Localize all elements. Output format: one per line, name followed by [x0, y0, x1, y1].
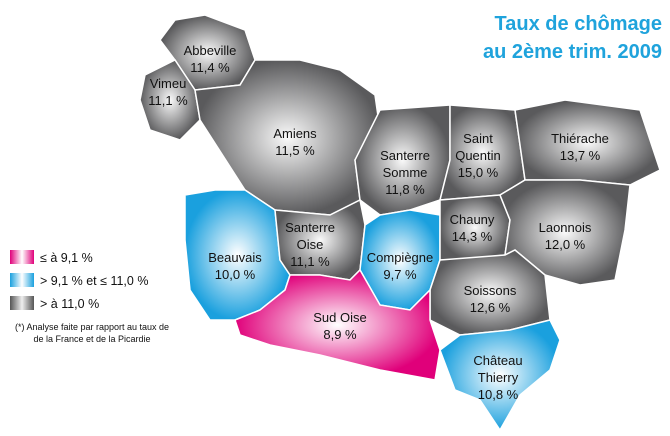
region-name: Château	[473, 353, 522, 368]
region-name: Saint	[463, 131, 493, 146]
region	[499, 179, 631, 286]
legend-swatch	[10, 273, 34, 287]
region-name: Santerre	[285, 220, 335, 235]
legend-label: ≤ à 9,1 %	[40, 251, 93, 265]
region-name: Quentin	[455, 148, 501, 163]
legend-label: > 9,1 % et ≤ 11,0 %	[40, 274, 148, 288]
title-line: au 2ème trim. 2009	[483, 41, 662, 63]
legend-swatch	[10, 250, 34, 264]
region-rate: 15,0 %	[458, 165, 499, 180]
region-name: Laonnois	[539, 220, 592, 235]
regions	[139, 14, 661, 432]
region-name: Thierry	[478, 370, 519, 385]
note: de la France et de la Picardie	[33, 334, 150, 344]
region	[439, 194, 511, 261]
region-rate: 8,9 %	[323, 327, 357, 342]
title-line: Taux de chômage	[495, 13, 662, 35]
region-name: Santerre	[380, 148, 430, 163]
region-name: Thiérache	[551, 131, 609, 146]
region-rate: 11,1 %	[290, 254, 330, 269]
region-name: Vimeu	[150, 76, 187, 91]
labels: Abbeville 11,4 %Vimeu 11,1 % Amiens 11,5 % Sa…	[148, 43, 609, 402]
region	[234, 268, 441, 381]
region-name: Abbeville	[184, 43, 237, 58]
region-name: Oise	[297, 237, 324, 252]
region-rate: 11,5 %	[275, 143, 315, 158]
region-name: Compiègne	[367, 250, 434, 265]
region-rate: 14,3 %	[452, 229, 493, 244]
legend-label: > à 11,0 %	[40, 297, 99, 311]
region-rate: 9,7 %	[383, 267, 417, 282]
region-name: Amiens	[273, 126, 317, 141]
note: (*) Analyse faite par rapport au taux de	[15, 322, 169, 332]
region-name: Sud Oise	[313, 310, 366, 325]
region	[439, 319, 561, 432]
region-name: Chauny	[450, 212, 495, 227]
region-name: Soissons	[464, 283, 517, 298]
legend-swatch	[10, 296, 34, 310]
region-rate: 10,0 %	[215, 267, 256, 282]
region-rate: 12,6 %	[470, 300, 511, 315]
region-rate: 10,8 %	[478, 387, 519, 402]
region-rate: 12,0 %	[545, 237, 586, 252]
region-rate: 11,1 %	[148, 93, 188, 108]
region-rate: 11,8 %	[385, 182, 425, 197]
region-name: Somme	[383, 165, 428, 180]
region-rate: 11,4 %	[190, 60, 230, 75]
region-rate: 13,7 %	[560, 148, 601, 163]
region	[139, 59, 201, 141]
region-name: Beauvais	[208, 250, 262, 265]
